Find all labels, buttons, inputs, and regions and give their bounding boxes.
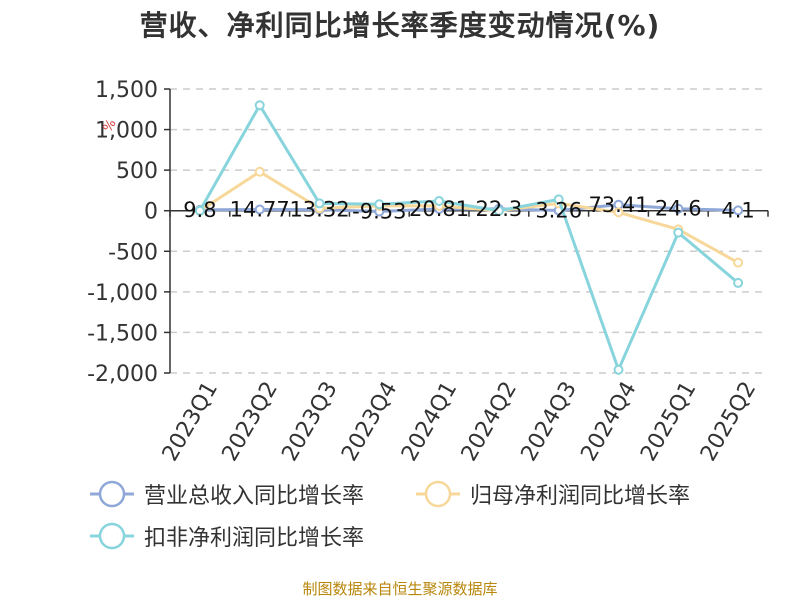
axes: 1,5001,0005000-500-1,000-1,500-2,000%202… <box>87 78 769 466</box>
data-label: 73.41 <box>588 193 648 217</box>
series-line <box>199 170 739 264</box>
y-tick-label: 1,000 <box>95 119 158 144</box>
x-tick-label: 2024Q1 <box>397 378 462 466</box>
series-lines <box>194 100 744 375</box>
legend-item[interactable]: 归母净利润同比增长率 <box>414 477 690 511</box>
y-tick-label: -2,000 <box>87 362 158 387</box>
data-point <box>194 205 205 216</box>
x-tick-label: 2024Q3 <box>517 378 582 466</box>
x-tick-label: 2023Q1 <box>158 378 223 466</box>
data-label: 4.1 <box>721 198 754 222</box>
chart-title: 营收、净利同比增长率季度变动情况(%) <box>139 9 661 42</box>
legend-marker-icon <box>90 480 134 508</box>
data-point <box>254 166 265 177</box>
x-tick-label: 2024Q4 <box>576 378 641 466</box>
data-label: -9.53 <box>352 199 406 223</box>
data-point <box>254 100 265 111</box>
x-tick-label: 2023Q4 <box>337 378 402 466</box>
data-point <box>613 207 624 218</box>
x-tick-label: 2024Q2 <box>457 378 522 466</box>
x-tick-label: 2025Q2 <box>696 378 761 466</box>
y-tick-label: -1,500 <box>87 321 158 346</box>
data-point <box>374 199 385 210</box>
data-point <box>613 364 624 375</box>
data-label: 13.32 <box>289 198 349 222</box>
legend-marker-icon <box>416 480 460 508</box>
data-point <box>733 277 744 288</box>
data-label: 22.3 <box>476 197 523 221</box>
data-point <box>434 195 445 206</box>
data-point <box>314 198 325 209</box>
y-tick-label: -500 <box>108 240 158 265</box>
legend-item[interactable]: 营业总收入同比增长率 <box>88 477 364 511</box>
data-point <box>493 205 504 216</box>
legend-label: 归母净利润同比增长率 <box>470 484 691 509</box>
data-point <box>733 205 744 216</box>
legend-label: 营业总收入同比增长率 <box>144 484 365 509</box>
data-label: 9.8 <box>183 198 216 222</box>
data-label: 14.77 <box>230 198 290 222</box>
legend-label: 扣非净利润同比增长率 <box>144 526 365 551</box>
y-tick-label: 0 <box>144 200 158 225</box>
x-tick-label: 2023Q3 <box>277 378 342 466</box>
y-tick-label: -1,000 <box>87 281 158 306</box>
data-label: 24.6 <box>655 197 702 221</box>
data-point <box>673 203 684 214</box>
x-tick-label: 2025Q1 <box>636 378 701 466</box>
legend-marker-icon <box>90 522 134 550</box>
data-label: 3.26 <box>535 198 582 222</box>
legend-item[interactable]: 扣非净利润同比增长率 <box>88 519 364 553</box>
y-tick-label: 1,500 <box>95 78 158 103</box>
grid-lines <box>170 88 768 374</box>
series-line <box>198 103 740 372</box>
source-note: 制图数据来自恒生聚源数据库 <box>302 580 498 598</box>
y-tick-label: 500 <box>116 159 158 184</box>
x-tick-label: 2023Q2 <box>218 378 283 466</box>
data-labels: 9.8 14.77 13.32 -9.53 20.81 22.3 3.26 73.41 24.6… <box>183 193 755 224</box>
data-label: 20.81 <box>409 197 469 221</box>
data-point <box>733 257 744 268</box>
data-point <box>673 227 684 238</box>
data-point <box>254 204 265 215</box>
data-point <box>553 194 564 205</box>
